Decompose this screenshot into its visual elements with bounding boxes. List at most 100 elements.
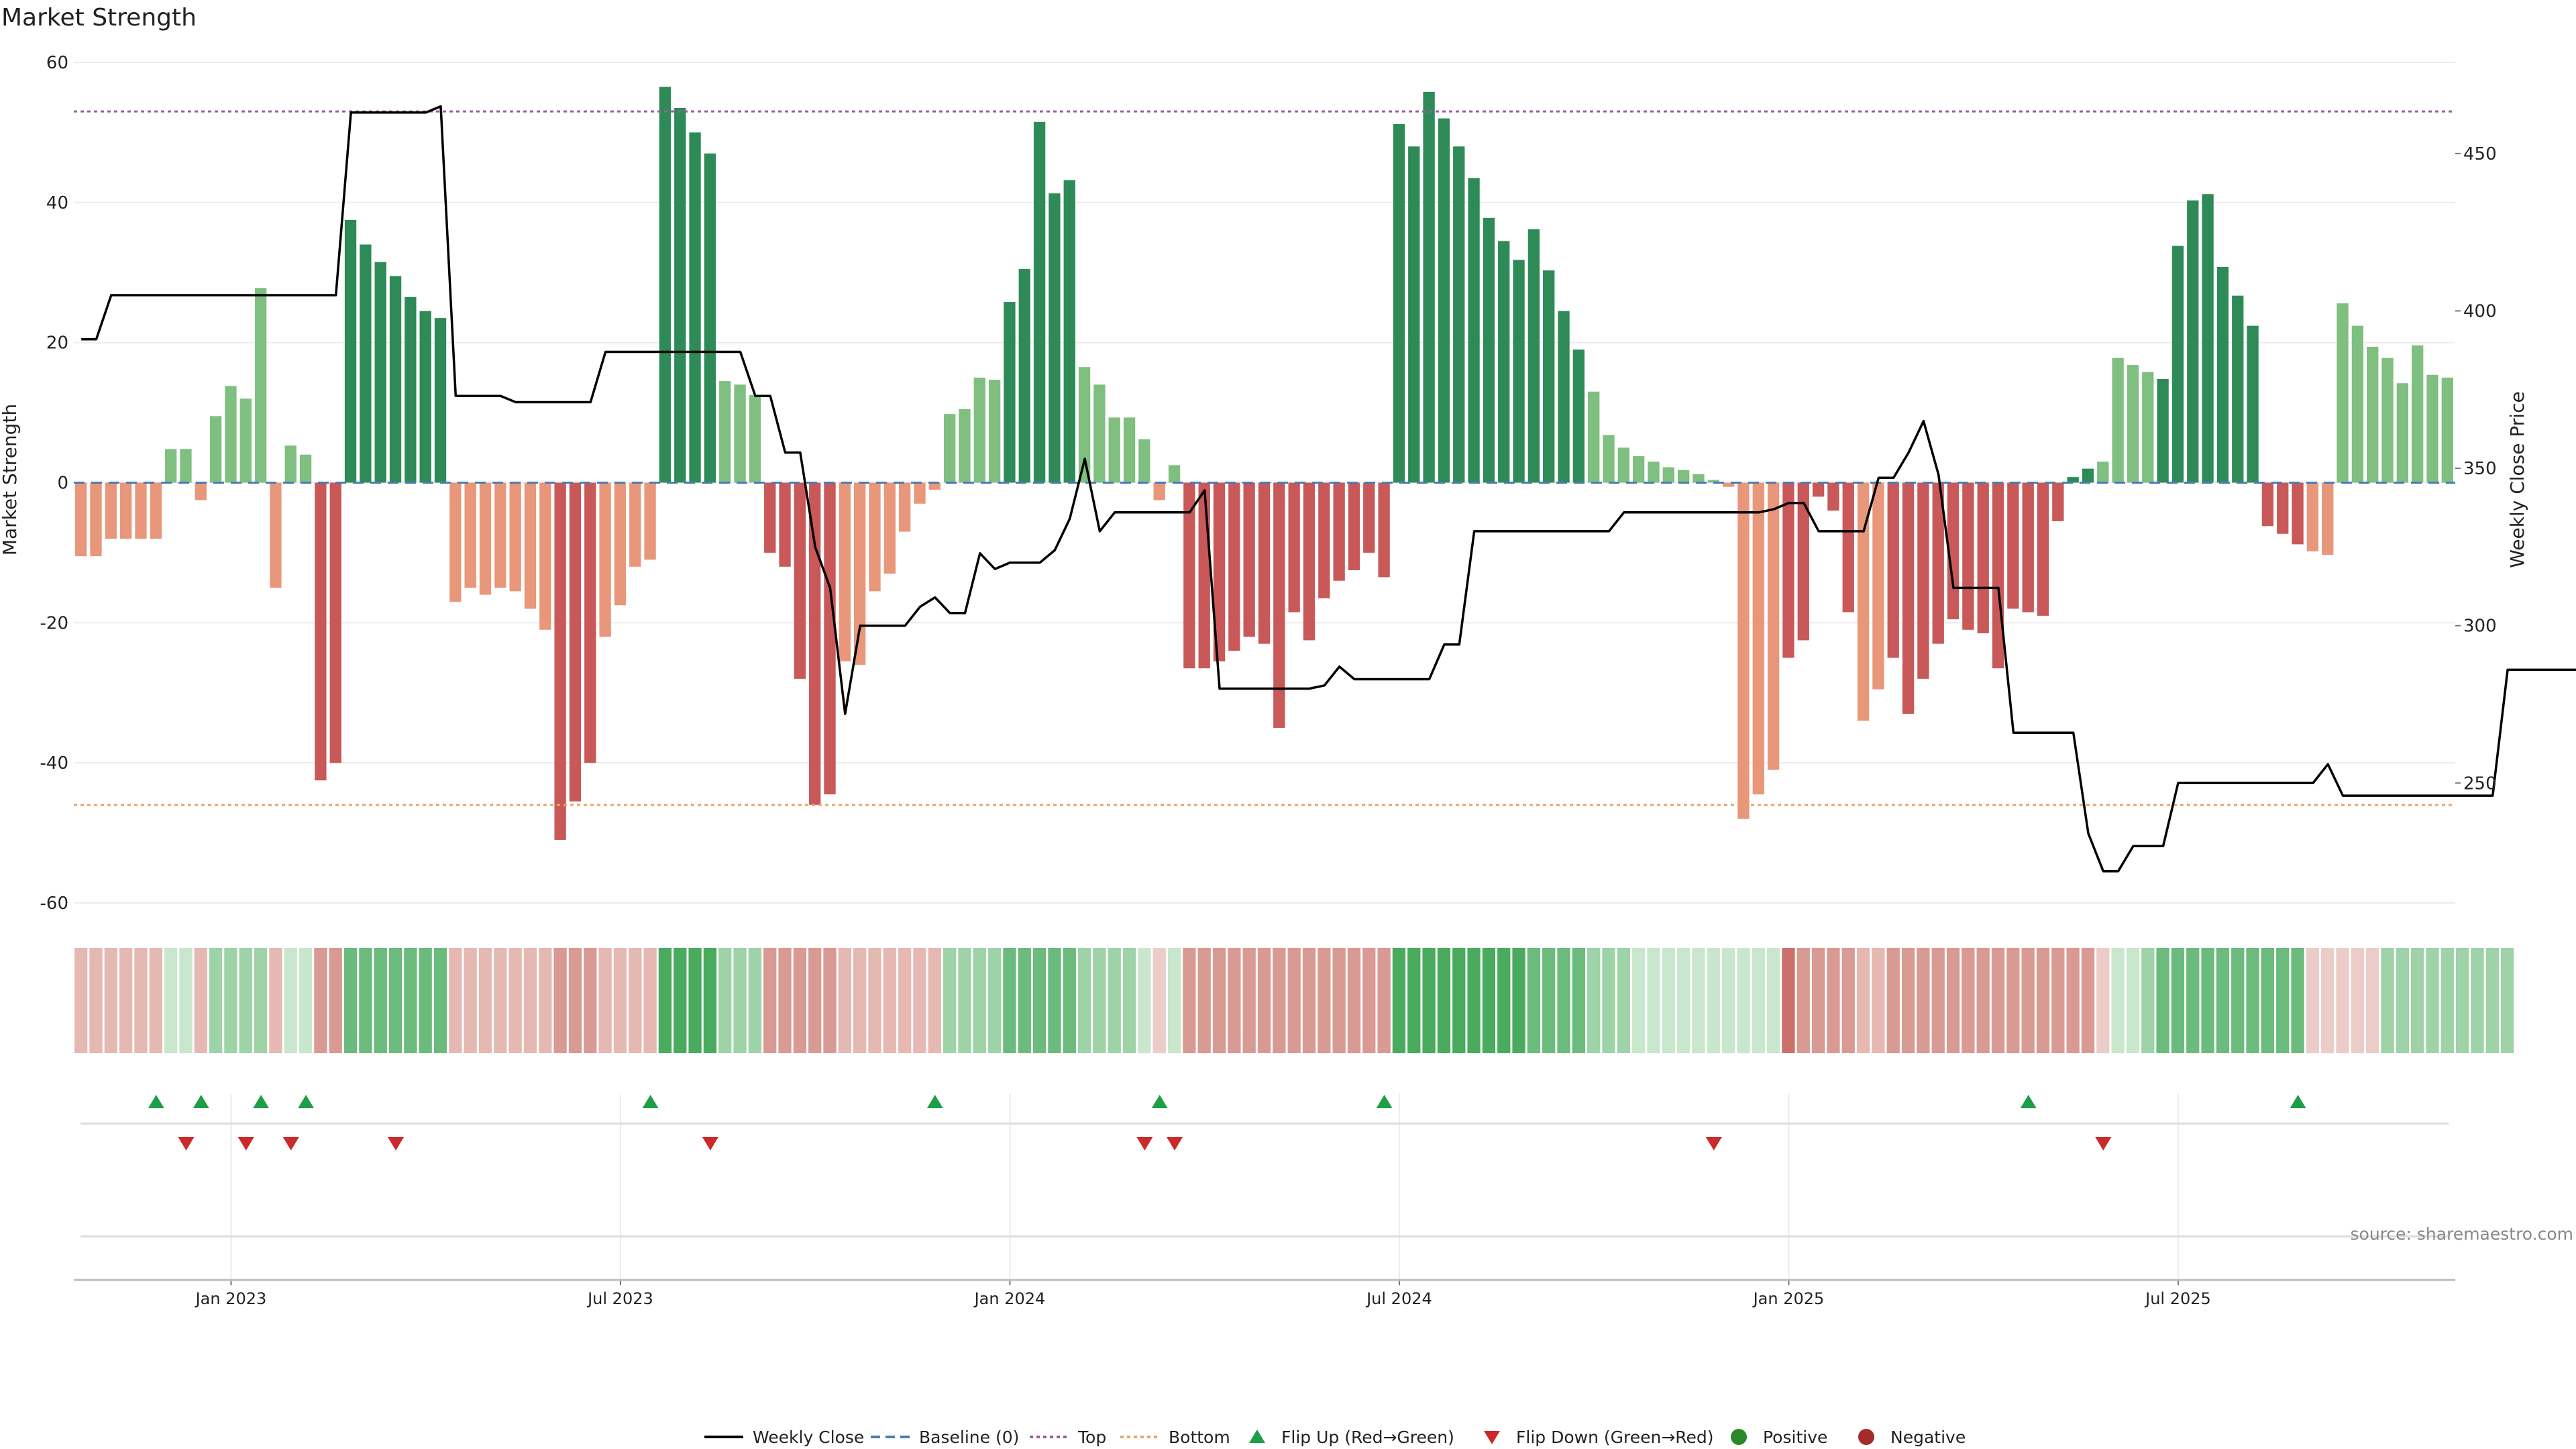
regime-cell [1048,948,1061,1053]
strength-bar [644,482,656,560]
regime-cell [913,948,926,1053]
strength-bar [1049,193,1061,483]
strength-bar [1947,482,1960,620]
regime-cell [2426,948,2439,1053]
regime-cell [508,948,522,1053]
strength-bar [2322,482,2334,555]
strength-bar [1603,435,1615,483]
regime-cell [1991,948,2005,1053]
strength-bar [1513,260,1525,483]
regime-cell [763,948,777,1053]
regime-cell [958,948,971,1053]
strength-bar [1527,229,1540,483]
strength-bar [2142,372,2154,483]
strength-bar [1498,241,1510,483]
regime-cell [419,948,432,1053]
strength-bar [270,482,282,588]
regime-cell [374,948,387,1053]
flip-down-marker [1136,1137,1153,1150]
strength-bar [1183,482,1195,669]
regime-cell [1632,948,1646,1053]
regime-cell [2351,948,2365,1053]
regime-cell [2500,948,2514,1053]
strength-bar [883,482,896,574]
strength-bar [2367,346,2379,483]
strength-bar [2007,482,2019,609]
strength-bar [164,449,177,483]
reference-lines [74,110,2455,806]
regime-cell [1362,948,1376,1053]
strength-bar [1258,482,1271,644]
strength-bar [479,482,492,595]
strength-bar [1977,482,1989,633]
regime-cell [2440,948,2454,1053]
regime-cell [2456,948,2469,1053]
regime-cell [2396,948,2410,1053]
flip-up-marker [642,1095,659,1108]
regime-cell [478,948,492,1053]
strength-bar [2202,194,2214,483]
strength-bar [1677,470,1690,483]
strength-bar [1857,482,1870,721]
strength-bar [1138,439,1150,483]
strength-bar [1827,482,1839,511]
regime-cell [1197,948,1211,1053]
strength-bar [2381,358,2394,483]
regime-cell [119,948,133,1053]
strength-bar [2426,374,2438,483]
regime-cell [598,948,612,1053]
regime-cell [868,948,881,1053]
strength-bar [2337,303,2349,483]
axes: -60 -40 -20 0 20 40 60 250 300 350 400 450 Jan 2023 J… [40,53,2497,1308]
strength-bar [389,276,402,483]
strength-bar [180,449,192,483]
regime-cell [2126,948,2140,1053]
strength-bar [1153,482,1165,500]
strength-bar [1887,482,1899,658]
strength-bar [1707,480,1719,483]
legend-swatch [1731,1429,1747,1445]
regime-cell [2021,948,2035,1053]
regime-cell [433,948,447,1053]
regime-cell [1377,948,1391,1053]
regime-cell [1527,948,1541,1053]
regime-cell [2306,948,2320,1053]
strength-bar [1438,118,1450,483]
strength-bar [1228,482,1240,651]
strength-bar [2022,482,2034,612]
regime-cell [343,948,358,1053]
strength-bar [2351,325,2364,483]
regime-cell [1766,948,1780,1053]
strength-bar [209,416,222,483]
legend-swatch [1484,1431,1500,1444]
regime-cell [2066,948,2080,1053]
strength-bar [614,482,627,606]
regime-cell [89,948,103,1053]
strength-bar [928,482,941,490]
legend-label: Weekly Close [753,1428,864,1447]
regime-cell [2156,948,2169,1053]
strength-bar [1693,474,1705,483]
regime-cell [2485,948,2499,1053]
strength-bar [1213,482,1226,661]
strength-bar [943,414,956,483]
strength-bar [360,244,372,483]
flip-up-marker [2290,1095,2306,1108]
regime-cell [2366,948,2379,1053]
strength-bar [973,377,985,483]
regime-cell [1676,948,1690,1053]
strength-bar [1767,482,1780,770]
regime-cell [224,948,237,1053]
regime-cell [539,948,552,1053]
strength-bar [2292,482,2304,545]
regime-cell [1257,948,1271,1053]
flip-down-marker [237,1137,254,1150]
regime-cell [74,948,88,1053]
strength-bar [1543,270,1555,483]
strength-bar [1722,482,1735,487]
regime-cell [2381,948,2394,1053]
strength-bar [1917,482,1929,679]
strength-bar [1198,482,1210,669]
strength-bar [719,381,731,483]
